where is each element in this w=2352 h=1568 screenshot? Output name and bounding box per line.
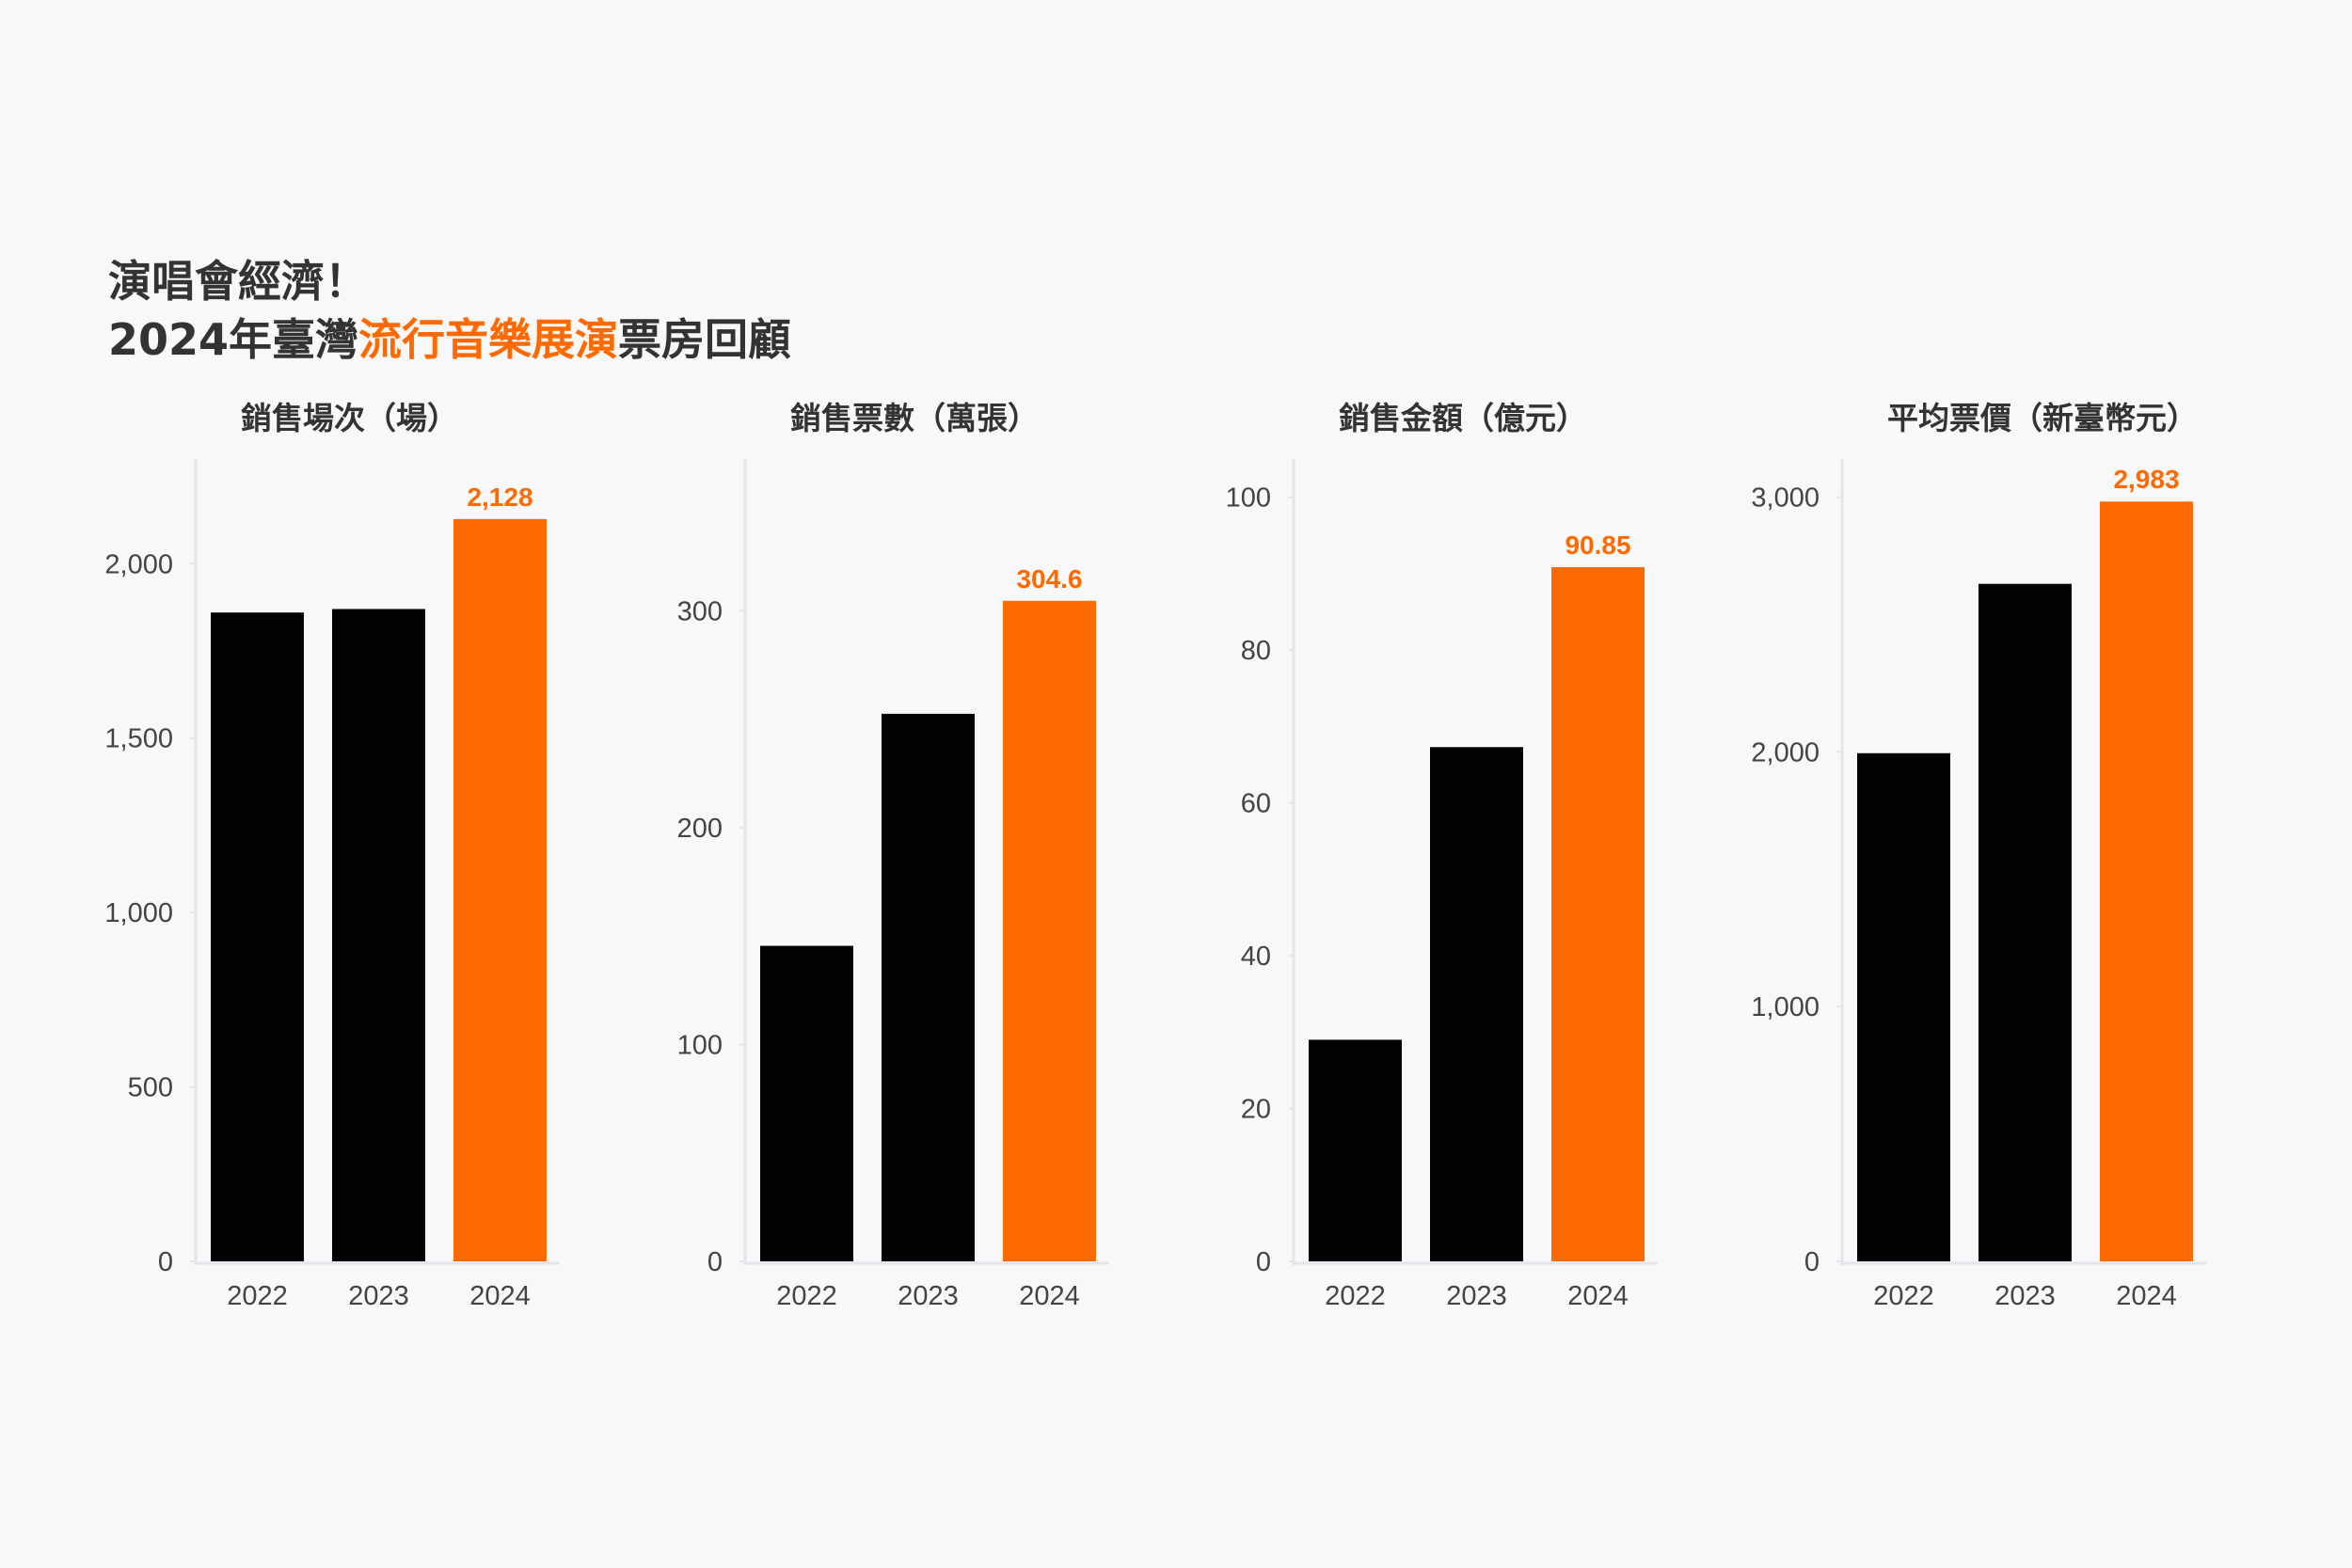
bar-2022 [211,612,304,1261]
y-tick-label: 0 [158,1247,173,1277]
bar-2023 [1430,747,1523,1261]
chart-panel-1: 銷售場次（場） 0 500 1,000 1,500 2,000 2022 2023 2024 2,… [104,400,560,1311]
title-line-1: 演唱會經濟！ [108,256,368,307]
y-tick-label: 1,000 [104,898,173,928]
y-tick-label: 200 [677,814,723,844]
y-tick-label: 300 [677,596,723,626]
x-tick-label: 2024 [2116,1281,2177,1311]
bar-2024 [453,518,547,1261]
data-label: 2,128 [467,483,532,512]
x-tick-label: 2024 [1567,1281,1629,1311]
x-tick-label: 2023 [348,1281,409,1311]
x-tick-label: 2022 [1325,1281,1386,1311]
chart-panel-2: 銷售票數（萬張） 0 100 200 300 2022 2023 2024 304.6 [677,400,1109,1311]
y-tick-label: 100 [677,1030,723,1060]
chart-title: 銷售金額（億元） [1339,400,1587,436]
bar-2024 [1003,600,1096,1261]
y-tick-label: 3,000 [1751,483,1820,514]
title-line-2-suffix: 票房回顧 [618,314,792,365]
y-tick-label: 60 [1241,789,1271,819]
title-line-2-prefix: 2024年臺灣 [108,314,359,365]
chart-title: 銷售票數（萬張） [790,400,1039,436]
x-tick-label: 2022 [1873,1281,1934,1311]
x-tick-label: 2024 [469,1281,531,1311]
x-tick-label: 2024 [1019,1281,1080,1311]
bar-2023 [1979,583,2072,1261]
y-tick-label: 0 [1804,1247,1820,1277]
y-tick-label: 40 [1241,942,1271,972]
y-tick-label: 0 [707,1247,723,1277]
x-tick-label: 2022 [776,1281,837,1311]
x-tick-label: 2023 [1446,1281,1507,1311]
data-label: 304.6 [1016,564,1082,594]
chart-title: 平均票價（新臺幣元） [1887,400,2198,436]
y-tick-label: 20 [1241,1095,1271,1125]
data-label: 2,983 [2113,465,2179,494]
bar-2023 [332,609,425,1261]
chart-panel-4: 平均票價（新臺幣元） 0 1,000 2,000 3,000 2022 2023 2024 2,… [1751,400,2206,1311]
y-tick-label: 80 [1241,636,1271,666]
bar-2023 [882,713,975,1261]
x-tick-label: 2023 [1994,1281,2056,1311]
bar-2024 [2100,501,2193,1261]
bar-2024 [1551,566,1645,1261]
bar-2022 [1857,752,1950,1261]
y-tick-label: 1,500 [104,724,173,754]
y-tick-label: 1,000 [1751,992,1820,1022]
x-tick-label: 2023 [898,1281,959,1311]
y-tick-label: 0 [1256,1247,1271,1277]
data-label: 90.85 [1565,531,1630,560]
page-title: 演唱會經濟！ 2024年臺灣流行音樂展演票房回顧 [108,252,791,369]
y-tick-label: 2,000 [1751,737,1820,768]
bar-2022 [1309,1039,1402,1261]
y-tick-label: 500 [128,1073,173,1103]
y-tick-label: 2,000 [104,549,173,579]
title-line-2-highlight: 流行音樂展演 [358,314,619,365]
x-tick-label: 2022 [227,1281,288,1311]
y-tick-label: 100 [1226,483,1271,514]
bar-2022 [760,945,853,1261]
chart-panel-3: 銷售金額（億元） 0 20 40 60 80 100 2022 2023 2024 90.85 [1226,400,1658,1311]
chart-title: 銷售場次（場） [241,400,458,436]
